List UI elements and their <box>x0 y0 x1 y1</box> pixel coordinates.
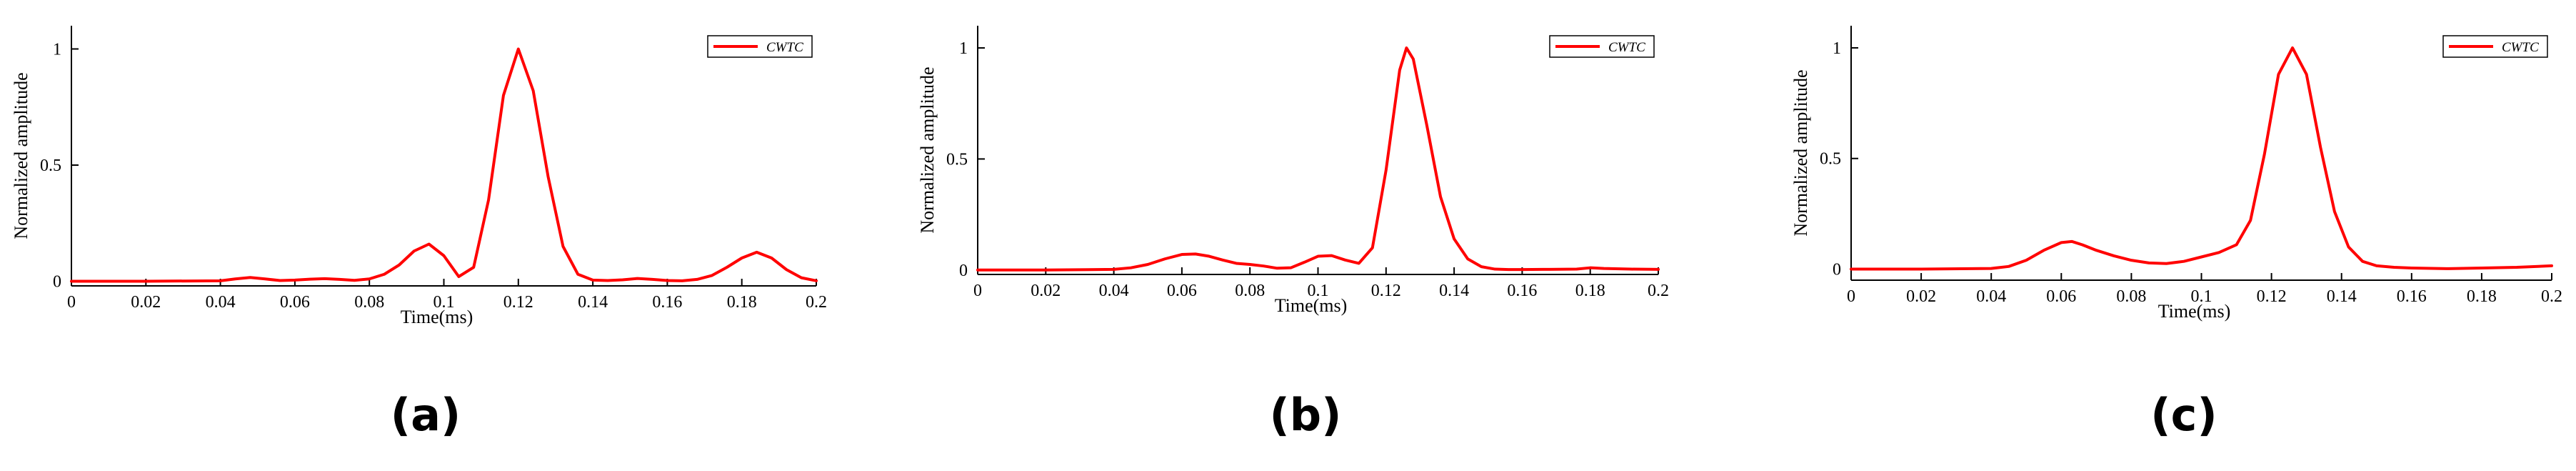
panel-label: (b) <box>1269 389 1341 441</box>
y-axis-title: Normalized amplitude <box>917 66 938 233</box>
x-tick-label: 0.12 <box>2257 287 2287 306</box>
x-tick-label: 0.14 <box>1439 282 1469 300</box>
x-tick-label: 0.16 <box>652 293 682 312</box>
legend: CWTC <box>707 35 813 58</box>
x-tick-label: 0.2 <box>2541 287 2562 306</box>
series-line-1 <box>976 46 1660 272</box>
x-tick-label: 0.06 <box>1167 282 1197 300</box>
y-tick-label: 0.5 <box>946 150 968 169</box>
x-tick-label: 0.1 <box>2191 287 2212 306</box>
x-tick-label: 0.08 <box>2116 287 2146 306</box>
y-tick-label: 1 <box>53 41 61 59</box>
x-tick-label: 0.02 <box>131 293 161 312</box>
x-tick-label: 0.02 <box>1906 287 1936 306</box>
x-tick-label: 0.1 <box>1308 282 1329 300</box>
legend-label: CWTC <box>1608 40 1645 55</box>
y-axis-title: Normalized amplitude <box>1790 69 1811 236</box>
x-tick-label: 0.18 <box>727 293 757 312</box>
legend-label: CWTC <box>766 40 803 55</box>
x-tick-label: 0.14 <box>2327 287 2357 306</box>
y-tick-label: 0.5 <box>40 157 61 175</box>
chart-panel-2: 0 0.02 0.04 0.06 0.08 0.1 0.12 0.14 0.16 0.18 0.2 0… <box>917 26 1669 441</box>
x-tick-label: 0.12 <box>503 293 533 312</box>
x-tick-label: 0.06 <box>280 293 310 312</box>
x-tick-label: 0.2 <box>806 293 827 312</box>
legend-label: CWTC <box>2502 40 2539 55</box>
x-tick-label: 0.04 <box>206 293 236 312</box>
x-tick-label: 0.1 <box>433 293 455 312</box>
x-tick-label: 0.16 <box>2397 287 2427 306</box>
x-tick-label: 0 <box>67 293 76 312</box>
x-tick-label: 0.04 <box>1976 287 2006 306</box>
y-tick-label: 0 <box>53 273 61 292</box>
x-tick-label: 0.14 <box>578 293 608 312</box>
series-line-1 <box>1850 46 2553 271</box>
x-tick-label: 0.12 <box>1371 282 1401 300</box>
x-tick-label: 0 <box>1847 287 1855 306</box>
x-tick-label: 0.18 <box>2467 287 2497 306</box>
y-tick-label: 0 <box>1833 261 1841 279</box>
legend: CWTC <box>2442 35 2548 58</box>
x-axis-title: Time(ms) <box>401 307 473 327</box>
y-tick-label: 0 <box>959 262 968 280</box>
y-axis-title: Normalized amplitude <box>11 72 31 239</box>
legend: CWTC <box>1549 35 1655 58</box>
y-tick-label: 0.5 <box>1820 150 1841 169</box>
x-tick-label: 0.02 <box>1031 282 1061 300</box>
panel-label: (a) <box>391 389 461 441</box>
x-axis-title: Time(ms) <box>1275 295 1348 316</box>
panel-label: (c) <box>2150 389 2217 441</box>
x-tick-label: 0 <box>973 282 982 300</box>
x-tick-label: 0.2 <box>1648 282 1669 300</box>
x-tick-label: 0.08 <box>354 293 384 312</box>
x-tick-label: 0.16 <box>1507 282 1537 300</box>
series-line-1 <box>70 47 818 283</box>
x-tick-label: 0.06 <box>2046 287 2076 306</box>
chart-panel-1: 0 0.02 0.04 0.06 0.08 0.1 0.12 0.14 0.16 0.18 0.2 0… <box>11 26 827 441</box>
x-tick-label: 0.04 <box>1099 282 1129 300</box>
x-tick-label: 0.08 <box>1235 282 1265 300</box>
x-tick-label: 0.18 <box>1575 282 1605 300</box>
y-tick-label: 1 <box>959 39 968 58</box>
chart-panel-3: 0 0.02 0.04 0.06 0.08 0.1 0.12 0.14 0.16 0.18 0.2 0… <box>1790 26 2562 441</box>
y-tick-label: 1 <box>1833 39 1841 58</box>
x-axis-title: Time(ms) <box>2158 301 2231 322</box>
